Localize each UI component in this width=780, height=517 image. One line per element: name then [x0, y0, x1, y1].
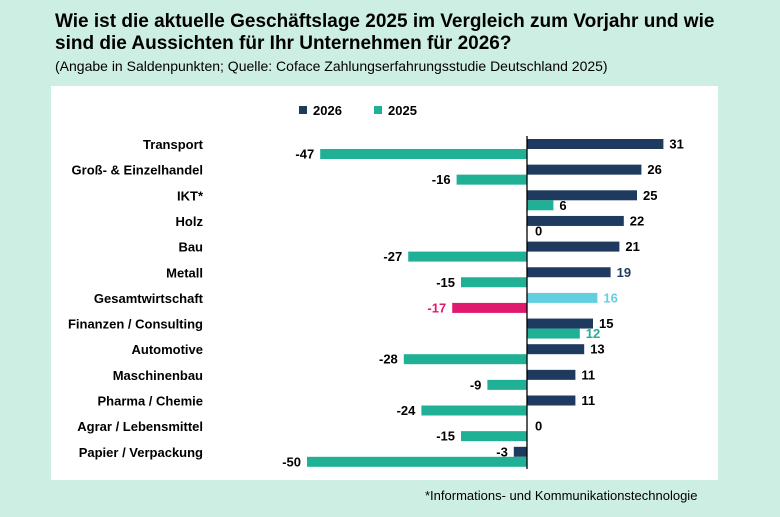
- bar-2026-maschinenbau: [527, 369, 576, 380]
- category-label-ikt: IKT*: [177, 188, 204, 203]
- data-label-2025-pharma-chemie: -24: [397, 403, 417, 418]
- category-label-agrar-lebensmittel: Agrar / Lebensmittel: [77, 419, 203, 434]
- bar-2025-maschinenbau: [487, 379, 527, 390]
- data-label-2025-maschinenbau: -9: [470, 377, 482, 392]
- category-label-holz: Holz: [176, 214, 204, 229]
- category-label-gro-einzelhandel: Groß- & Einzelhandel: [72, 163, 203, 178]
- bar-2026-metall: [527, 267, 611, 278]
- bar-2026-ikt: [527, 190, 637, 201]
- bar-2025-automotive: [403, 354, 527, 365]
- data-label-2025-metall: -15: [436, 275, 455, 290]
- data-label-2026-papier-verpackung: -3: [496, 444, 508, 459]
- data-label-2025-transport: -47: [295, 147, 314, 162]
- bar-chart: 2026 2025 Transport 31 -47 Groß- & Einzelhand…: [68, 103, 684, 469]
- data-label-2026-gesamtwirtschaft: 16: [603, 290, 617, 305]
- category-label-papier-verpackung: Papier / Verpackung: [79, 445, 203, 460]
- chart-title: Wie ist die aktuelle Geschäftslage 2025 …: [55, 11, 715, 54]
- bar-2025-transport: [320, 149, 527, 159]
- bar-2026-gesamtwirtschaft: [527, 292, 598, 303]
- data-label-2025-automotive: -28: [379, 352, 398, 367]
- legend-label-2026: 2026: [313, 103, 342, 118]
- data-label-2025-holz: 0: [535, 223, 542, 238]
- data-label-2026-finanzen-consulting: 15: [599, 316, 613, 331]
- category-label-gesamtwirtschaft: Gesamtwirtschaft: [94, 291, 204, 306]
- data-label-2026-transport: 31: [669, 137, 683, 152]
- bar-2025-finanzen-consulting: [527, 328, 580, 339]
- data-label-2026-automotive: 13: [590, 342, 604, 357]
- data-label-2025-bau: -27: [383, 249, 402, 264]
- data-label-2025-agrar-lebensmittel: -15: [436, 429, 455, 444]
- bar-2025-gesamtwirtschaft: [452, 302, 527, 313]
- legend-swatch-2026: [299, 106, 307, 114]
- category-label-transport: Transport: [143, 137, 204, 152]
- category-label-pharma-chemie: Pharma / Chemie: [98, 394, 204, 409]
- bar-2026-pharma-chemie: [527, 395, 576, 406]
- bar-2026-finanzen-consulting: [527, 318, 593, 329]
- data-label-2025-ikt: 6: [559, 198, 566, 213]
- footnote: *Informations- und Kommunikationstechnol…: [425, 488, 698, 503]
- category-label-bau: Bau: [178, 240, 203, 255]
- data-label-2025-gro-einzelhandel: -16: [432, 172, 451, 187]
- data-label-2026-holz: 22: [630, 213, 644, 228]
- bar-2025-papier-verpackung: [307, 456, 527, 467]
- bar-2025-pharma-chemie: [421, 405, 527, 416]
- category-label-automotive: Automotive: [132, 342, 204, 357]
- bar-2026-transport: [527, 139, 664, 149]
- data-label-2026-ikt: 25: [643, 188, 657, 203]
- category-label-maschinenbau: Maschinenbau: [113, 368, 203, 383]
- data-label-2026-metall: 19: [617, 265, 631, 280]
- data-label-2025-papier-verpackung: -50: [282, 454, 301, 469]
- data-label-2026-pharma-chemie: 11: [581, 393, 595, 408]
- data-label-2026-maschinenbau: 11: [581, 367, 595, 382]
- bar-2025-agrar-lebensmittel: [461, 431, 527, 442]
- category-label-metall: Metall: [166, 265, 203, 280]
- bar-2026-bau: [527, 241, 620, 252]
- bar-2026-gro-einzelhandel: [527, 164, 642, 175]
- chart-subtitle: (Angabe in Saldenpunkten; Quelle: Coface…: [55, 58, 608, 74]
- data-label-2025-gesamtwirtschaft: -17: [427, 300, 446, 315]
- bar-2026-papier-verpackung: [513, 446, 527, 457]
- bar-2025-metall: [461, 277, 527, 288]
- data-label-2026-agrar-lebensmittel: 0: [535, 419, 542, 434]
- chart-panel: 2026 2025 Transport 31 -47 Groß- & Einzelhand…: [51, 86, 718, 480]
- data-label-2026-bau: 21: [625, 239, 639, 254]
- category-label-finanzen-consulting: Finanzen / Consulting: [68, 317, 203, 332]
- bar-2025-ikt: [527, 200, 554, 211]
- data-label-2026-gro-einzelhandel: 26: [647, 162, 661, 177]
- bar-2025-bau: [408, 251, 527, 262]
- bar-2025-gro-einzelhandel: [456, 174, 527, 185]
- legend-label-2025: 2025: [388, 103, 417, 118]
- bar-2026-holz: [527, 215, 624, 226]
- data-label-2025-finanzen-consulting: 12: [586, 326, 600, 341]
- legend-swatch-2025: [374, 106, 382, 114]
- bar-2026-automotive: [527, 344, 585, 355]
